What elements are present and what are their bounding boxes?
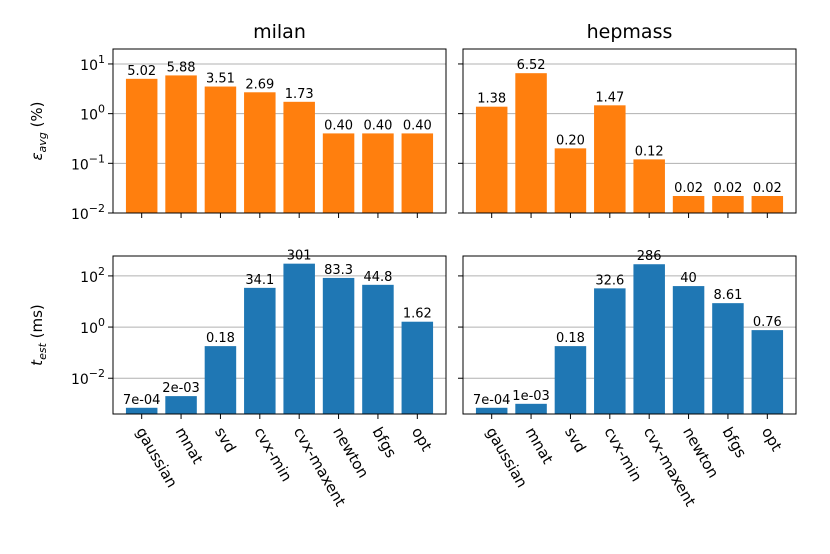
data-label: 0.02: [713, 181, 742, 196]
bar: [165, 396, 197, 414]
data-label: 0.40: [324, 118, 353, 133]
data-label: 1.38: [477, 92, 506, 107]
bar: [475, 407, 508, 414]
bar: [401, 133, 434, 213]
bar: [712, 195, 744, 213]
bar: [322, 133, 355, 213]
bar: [554, 148, 587, 213]
data-label: 0.18: [556, 331, 585, 346]
bar: [712, 303, 744, 414]
data-label: 0.20: [556, 133, 585, 148]
bar: [244, 287, 276, 414]
bar: [204, 86, 237, 213]
y-axis-label: test (ms): [28, 304, 49, 366]
bar: [751, 330, 784, 414]
bar: [751, 195, 784, 213]
plot-frame: [462, 48, 797, 214]
bar: [515, 73, 547, 214]
data-label: 32.6: [595, 273, 624, 288]
bar: [362, 284, 394, 414]
bar: [672, 195, 705, 213]
y-tick-label: 10−1: [71, 152, 105, 173]
data-label: 0.18: [206, 331, 235, 346]
bar: [633, 159, 665, 213]
data-label: 1e-03: [512, 389, 550, 404]
plot-frame: [112, 48, 447, 214]
bar: [633, 264, 665, 414]
data-label: 6.52: [517, 58, 546, 73]
y-axis-label: εavg (%): [28, 101, 49, 160]
category-label: newton: [329, 424, 372, 481]
y-tick-label: 100: [80, 103, 105, 124]
data-label: 7e-04: [123, 393, 161, 408]
data-label: 0.76: [753, 315, 782, 330]
data-label: 44.8: [363, 270, 392, 285]
category-label: opt: [408, 424, 436, 454]
category-label: bfgs: [718, 424, 750, 461]
data-label: 1.62: [403, 307, 432, 322]
bar: [554, 346, 587, 414]
bar: [283, 101, 315, 213]
bar: [283, 263, 315, 414]
bar: [244, 92, 276, 213]
category-label: newton: [679, 424, 722, 481]
data-label: 5.02: [127, 64, 156, 79]
data-label: 2.69: [245, 77, 274, 92]
bar: [322, 277, 355, 414]
category-label: cvx-min: [600, 424, 645, 485]
bar: [125, 78, 158, 213]
data-label: 8.61: [713, 288, 742, 303]
y-tick-label: 100: [80, 316, 105, 337]
bar: [362, 133, 394, 213]
data-label: 0.40: [363, 118, 392, 133]
data-label: 286: [637, 249, 662, 264]
data-label: 1.47: [595, 90, 624, 105]
bar: [594, 105, 626, 213]
y-tick-label: 10−2: [71, 202, 105, 223]
plot-frame: [462, 255, 797, 415]
panel-title: milan: [253, 21, 306, 43]
data-label: 0.02: [753, 181, 782, 196]
data-label: 0.02: [674, 181, 703, 196]
category-label: mnat: [522, 424, 557, 467]
bar: [594, 288, 626, 414]
data-label: 3.51: [206, 72, 235, 87]
category-label: svd: [211, 424, 240, 456]
bar: [672, 286, 705, 414]
bar: [204, 346, 237, 414]
data-label: 1.73: [285, 87, 314, 102]
data-label: 34.1: [245, 273, 274, 288]
data-label: 7e-04: [473, 393, 511, 408]
category-label: opt: [758, 424, 786, 454]
data-label: 0.12: [635, 144, 664, 159]
bar: [125, 407, 158, 414]
data-label: 0.40: [403, 118, 432, 133]
bar: [475, 106, 508, 213]
plot-frame: [112, 255, 447, 415]
data-label: 5.88: [167, 60, 196, 75]
y-tick-label: 101: [80, 53, 105, 74]
category-label: svd: [561, 424, 590, 456]
bar: [515, 403, 547, 414]
bar: [165, 75, 197, 213]
category-label: mnat: [172, 424, 207, 467]
category-label: cvx-min: [250, 424, 295, 485]
bar: [401, 321, 434, 414]
y-tick-label: 102: [80, 265, 105, 286]
y-tick-label: 10−2: [71, 367, 105, 388]
category-label: bfgs: [368, 424, 400, 461]
panel-title: hepmass: [587, 21, 673, 43]
data-label: 83.3: [324, 263, 353, 278]
data-label: 2e-03: [162, 381, 200, 396]
data-label: 40: [680, 271, 697, 286]
